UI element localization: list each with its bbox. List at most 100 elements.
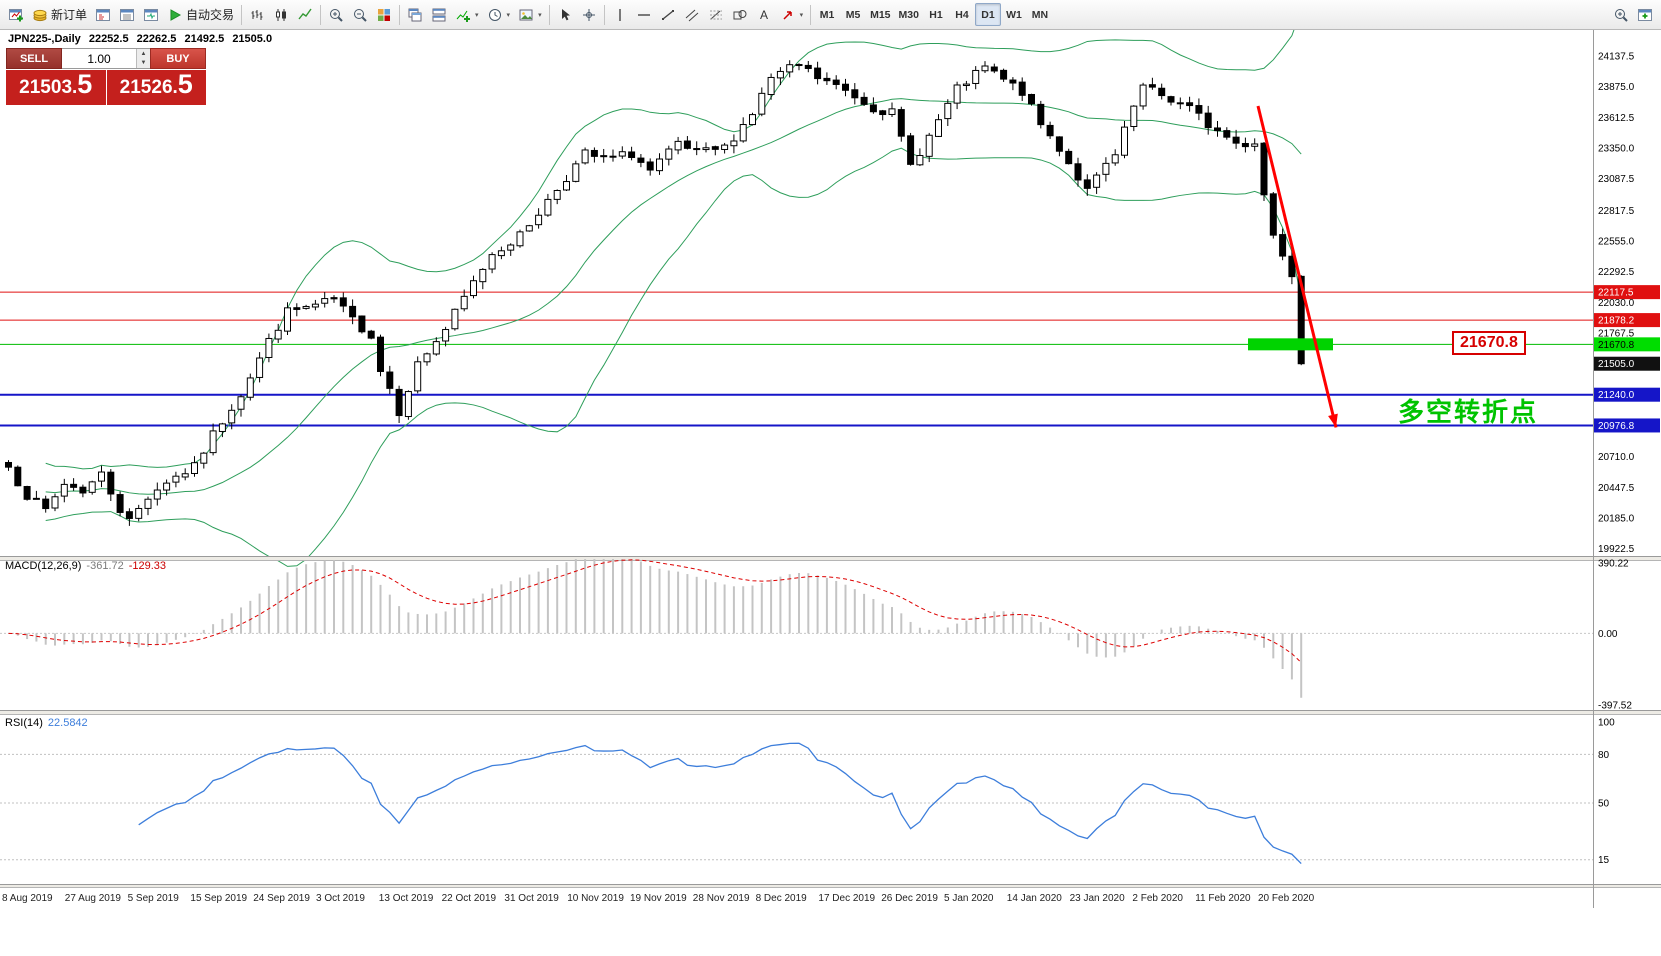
crosshair-icon <box>581 7 597 23</box>
date-tick-label: 3 Oct 2019 <box>316 893 365 904</box>
candle-body <box>609 155 617 158</box>
candle-body <box>423 353 431 363</box>
candle-body <box>1083 179 1091 189</box>
sell-price-display[interactable]: 21503. 5 <box>6 70 106 105</box>
volume-input[interactable] <box>62 49 136 68</box>
timeframe-button-m30[interactable]: M30 <box>898 8 919 21</box>
timeframe-button-h1[interactable]: H1 <box>929 8 943 21</box>
candle-body <box>23 486 31 500</box>
candle-body <box>386 371 394 389</box>
dropdown-caret-icon: ▾ <box>799 11 804 19</box>
candle-body <box>98 471 105 482</box>
candle-body <box>1167 96 1175 103</box>
indicators-button[interactable]: ▾ <box>451 3 483 26</box>
panel-divider[interactable] <box>0 884 1661 888</box>
date-tick-label: 8 Aug 2019 <box>2 893 53 904</box>
candle-body <box>1055 136 1063 152</box>
dropdown-caret-icon: ▾ <box>475 11 479 19</box>
zoom-out-icon <box>352 7 368 23</box>
new-window-button[interactable] <box>1633 3 1657 26</box>
new-order-button[interactable]: 新订单 <box>28 3 91 26</box>
price-tag-label: 21505.0 <box>1598 359 1635 370</box>
candle-body <box>1028 93 1035 105</box>
candle-body <box>553 189 561 200</box>
date-tick-label: 15 Sep 2019 <box>190 893 247 904</box>
templates-button[interactable]: ▾ <box>514 3 546 26</box>
candle-body <box>776 70 784 79</box>
sell-button[interactable]: SELL <box>6 48 62 69</box>
trendline-button[interactable] <box>656 3 680 26</box>
green-level-highlight[interactable] <box>1248 338 1333 351</box>
cursor-button[interactable] <box>553 3 577 26</box>
tile-windows-button[interactable] <box>372 3 396 26</box>
timeframe-button-m5[interactable]: M5 <box>845 8 861 21</box>
candle-body <box>516 231 524 247</box>
candle-body <box>507 244 515 251</box>
line-chart-button[interactable] <box>293 3 317 26</box>
candle-body <box>1121 126 1128 156</box>
navigator-button[interactable] <box>139 3 163 26</box>
new-order-icon <box>32 7 48 23</box>
buy-button[interactable]: BUY <box>150 48 206 69</box>
macd-name: MACD(12,26,9) <box>5 560 82 572</box>
toolbar-separator <box>320 4 322 25</box>
price-axis[interactable]: 24137.5 23875.0 23612.5 23350.0 23087.5 22817… <box>1593 30 1661 908</box>
candle-body <box>804 64 812 69</box>
turning-point-annotation[interactable]: 多空转折点 <box>1398 397 1539 427</box>
panel-divider[interactable] <box>0 556 1661 561</box>
equidistant-channel-button[interactable] <box>680 3 704 26</box>
rsi-value: 22.5842 <box>47 717 88 729</box>
zoom-in-button[interactable] <box>324 3 348 26</box>
macd-scale-label: -397.52 <box>1598 701 1632 712</box>
new-chart-button[interactable] <box>4 3 28 26</box>
vertical-line-button[interactable] <box>608 3 632 26</box>
date-axis[interactable]: 8 Aug 2019 27 Aug 2019 5 Sep 2019 15 Sep 20… <box>2 893 1315 904</box>
candle-body <box>172 475 180 483</box>
zoom-out-button[interactable] <box>348 3 372 26</box>
horizontal-line-button[interactable] <box>632 3 656 26</box>
timeframe-button-h4[interactable]: H4 <box>955 8 969 21</box>
timeframe-button-mn[interactable]: MN <box>1031 8 1049 21</box>
timeframe-button-d1[interactable]: D1 <box>974 3 1001 26</box>
timeframe-button-m15[interactable]: M15 <box>870 8 891 21</box>
data-window-button[interactable] <box>115 3 139 26</box>
candle-body <box>1195 105 1203 114</box>
autotrading-button[interactable]: 自动交易 <box>163 3 238 26</box>
search-symbol-button[interactable] <box>1609 3 1633 26</box>
bar-chart-button[interactable] <box>245 3 269 26</box>
candle-body <box>349 305 357 318</box>
panel-divider[interactable] <box>0 710 1661 715</box>
candle-body <box>525 225 533 232</box>
candle-body <box>1037 103 1045 126</box>
arrange-windows-button[interactable] <box>403 3 427 26</box>
candle-body <box>1046 124 1054 137</box>
arrows-button[interactable]: ▾ <box>776 3 808 26</box>
price-tag-label: 21878.2 <box>1598 316 1635 327</box>
shapes-button[interactable] <box>728 3 752 26</box>
text-label-button[interactable]: A <box>752 3 776 26</box>
candle-body <box>256 357 264 378</box>
down-trend-arrowhead <box>1328 413 1338 428</box>
market-watch-button[interactable] <box>91 3 115 26</box>
candle-body <box>330 297 338 300</box>
crosshair-button[interactable] <box>577 3 601 26</box>
candle-body <box>1288 255 1296 278</box>
price-tick-label: 21767.5 <box>1598 329 1635 340</box>
volume-increase-button[interactable]: ▲ <box>137 49 150 59</box>
candle-body <box>1158 87 1166 97</box>
price-level-label[interactable]: 21670.8 <box>1452 331 1526 355</box>
down-trend-arrow[interactable] <box>1256 105 1338 428</box>
cascade-windows-button[interactable] <box>427 3 451 26</box>
bar-chart-icon <box>249 7 265 23</box>
date-tick-label: 23 Jan 2020 <box>1070 893 1125 904</box>
fibonacci-button[interactable] <box>704 3 728 26</box>
candle-body <box>795 64 803 67</box>
buy-price-display[interactable]: 21526. 5 <box>106 70 206 105</box>
candlestick-chart-button[interactable] <box>269 3 293 26</box>
timeframe-button-w1[interactable]: W1 <box>1006 8 1022 21</box>
shapes-icon <box>732 7 748 23</box>
volume-decrease-button[interactable]: ▼ <box>137 58 150 68</box>
periods-button[interactable]: ▾ <box>483 3 515 26</box>
timeframe-button-m1[interactable]: M1 <box>819 8 835 21</box>
